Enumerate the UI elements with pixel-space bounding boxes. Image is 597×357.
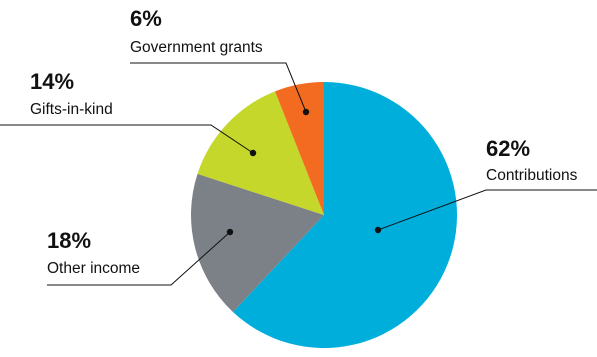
category-label-contributions: Contributions xyxy=(486,167,578,184)
pie-slice-government-grants xyxy=(275,82,324,215)
leader-line-gifts-in-kind xyxy=(0,124,254,154)
category-label-gifts-in-kind: Gifts-in-kind xyxy=(30,101,113,118)
leader-dot-government-grants xyxy=(302,108,310,116)
percent-label-government-grants: 6% xyxy=(130,6,162,31)
percent-label-other-income: 18% xyxy=(47,228,91,253)
leader-line-government-grants xyxy=(130,62,307,113)
leader-line-contributions xyxy=(377,189,597,231)
leader-dot-other-income xyxy=(226,228,234,236)
pie-slice-other-income xyxy=(191,173,324,312)
category-label-other-income: Other income xyxy=(47,260,140,277)
category-label-government-grants: Government grants xyxy=(130,39,263,56)
pie-slice-gifts-in-kind xyxy=(197,91,324,215)
percent-label-contributions: 62% xyxy=(486,136,530,161)
leader-dot-gifts-in-kind xyxy=(249,149,257,157)
leader-line-other-income xyxy=(47,231,231,286)
pie-slice-contributions xyxy=(232,82,458,348)
leader-lines xyxy=(0,62,597,286)
percent-label-gifts-in-kind: 14% xyxy=(30,69,74,94)
pie-slices xyxy=(191,82,458,348)
leader-dot-contributions xyxy=(374,226,382,234)
